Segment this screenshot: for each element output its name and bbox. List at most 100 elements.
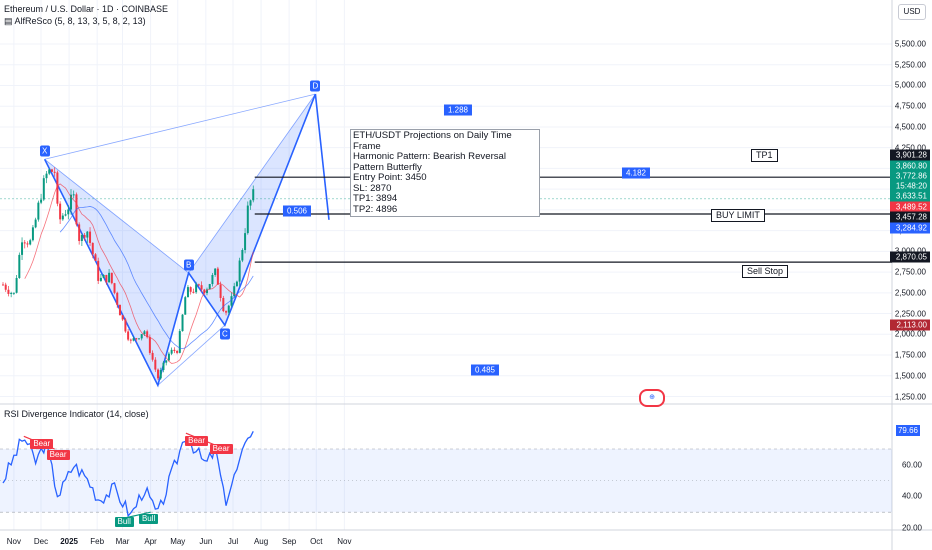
candle-body	[42, 178, 45, 200]
price-tick-label: 4,250.00	[894, 143, 926, 153]
price-tag: 3,633.51	[890, 190, 930, 202]
candle-body	[184, 297, 187, 315]
candle-body	[238, 260, 241, 282]
candle-body	[170, 349, 173, 354]
candle-body	[56, 172, 59, 204]
price-tick-label: 2,750.00	[894, 267, 926, 277]
candle-body	[105, 274, 108, 283]
candle-body	[127, 331, 130, 340]
candle-body	[40, 199, 43, 203]
candle-body	[165, 360, 168, 363]
indicator-label: AlfReSco (5, 8, 13, 3, 5, 8, 2, 13)	[14, 16, 146, 26]
candle-body	[18, 254, 21, 278]
pattern-point-b: B	[183, 259, 194, 271]
candle-body	[154, 359, 157, 370]
moving-average	[59, 206, 254, 350]
time-tick-label: Nov	[6, 537, 21, 546]
rsi-signal-bear: Bear	[46, 450, 70, 461]
candle-body	[138, 338, 140, 340]
rsi-signal-bear: Bear	[185, 436, 209, 447]
candle-body	[159, 370, 162, 379]
time-tick-label: Mar	[115, 537, 130, 546]
candle-body	[64, 214, 67, 216]
candle-body	[116, 292, 119, 305]
calendar-event-icon[interactable]: ⊕	[639, 389, 665, 407]
candle-body	[61, 215, 64, 220]
price-tick-label: 1,250.00	[894, 392, 926, 401]
candle-body	[173, 349, 176, 352]
moving-average	[24, 183, 254, 364]
candle-body	[86, 231, 89, 238]
candle-body	[121, 315, 124, 320]
candle-body	[140, 334, 143, 339]
price-tag: 15:48:20	[890, 180, 930, 192]
price-tick-label: 5,250.00	[894, 60, 926, 70]
rsi-tick-label: 20.00	[901, 523, 922, 533]
candle-body	[181, 314, 184, 332]
price-tick-label: 1,500.00	[894, 371, 926, 381]
indicator-icon: ▤	[4, 16, 15, 26]
price-tick-label: 2,250.00	[894, 309, 926, 319]
candle-body	[72, 194, 75, 196]
pattern-triangle-xab	[44, 159, 189, 386]
currency-selector[interactable]: USD	[898, 4, 926, 20]
pattern-point-x: X	[39, 145, 50, 157]
candle-body	[7, 289, 10, 294]
pattern-point-c: C	[219, 328, 230, 340]
pattern-ratio-label: 0.506	[282, 205, 312, 217]
candle-body	[151, 352, 154, 360]
candle-body	[178, 331, 181, 353]
candle-body	[186, 287, 189, 298]
candle-body	[29, 240, 32, 245]
candle-body	[197, 284, 200, 286]
rsi-signal-bear: Bear	[30, 439, 54, 450]
price-tag: 3,860.80	[890, 160, 930, 172]
candle-body	[12, 292, 15, 294]
price-tag: 2,113.00	[890, 319, 930, 331]
pattern-ratio-label: 1.288	[443, 104, 473, 116]
candle-body	[208, 284, 211, 290]
pattern-ratio-label: 4.182	[621, 167, 651, 179]
candle-body	[167, 353, 170, 361]
candle-body	[227, 305, 230, 313]
time-tick-label: 2025	[60, 537, 78, 546]
time-tick-label: Nov	[337, 537, 352, 546]
candle-body	[195, 284, 198, 293]
rsi-title: RSI Divergence Indicator (14, close)	[4, 409, 149, 419]
ratio-line	[157, 324, 226, 386]
level-label-sell-stop: Sell Stop	[742, 265, 789, 278]
candle-body	[110, 272, 113, 284]
rsi-signal-bull: Bull	[138, 513, 159, 524]
price-tick-label: 2,500.00	[894, 288, 926, 298]
candle-body	[97, 260, 100, 281]
candle-body	[83, 234, 86, 238]
candle-body	[148, 337, 151, 353]
candle-body	[113, 283, 116, 293]
time-tick-label: Aug	[253, 537, 269, 546]
rsi-value-tag: 79.66	[896, 425, 920, 436]
price-tick-label: 1,750.00	[894, 350, 926, 360]
candle-body	[192, 291, 195, 293]
candle-body	[214, 268, 217, 275]
rsi-signal-bull: Bull	[114, 516, 134, 527]
candle-body	[91, 242, 94, 255]
candle-body	[34, 219, 37, 228]
candle-body	[230, 296, 233, 306]
candle-body	[225, 311, 228, 313]
rsi-tick-label: 60.00	[901, 460, 922, 470]
time-tick-label: Sep	[282, 537, 297, 546]
candle-body	[48, 169, 51, 174]
candle-body	[129, 339, 132, 341]
time-tick-label: Jun	[199, 537, 213, 546]
time-tick-label: Dec	[33, 537, 49, 546]
candle-body	[206, 289, 208, 294]
candle-body	[244, 233, 247, 250]
time-tick-label: May	[170, 537, 186, 546]
level-label-buy-limit: BUY LIMIT	[711, 209, 765, 222]
candle-body	[246, 205, 249, 234]
candle-body	[80, 234, 83, 241]
candle-body	[2, 284, 4, 286]
price-tag: 3,772.86	[890, 170, 930, 182]
pattern-point-d: D	[310, 80, 321, 92]
